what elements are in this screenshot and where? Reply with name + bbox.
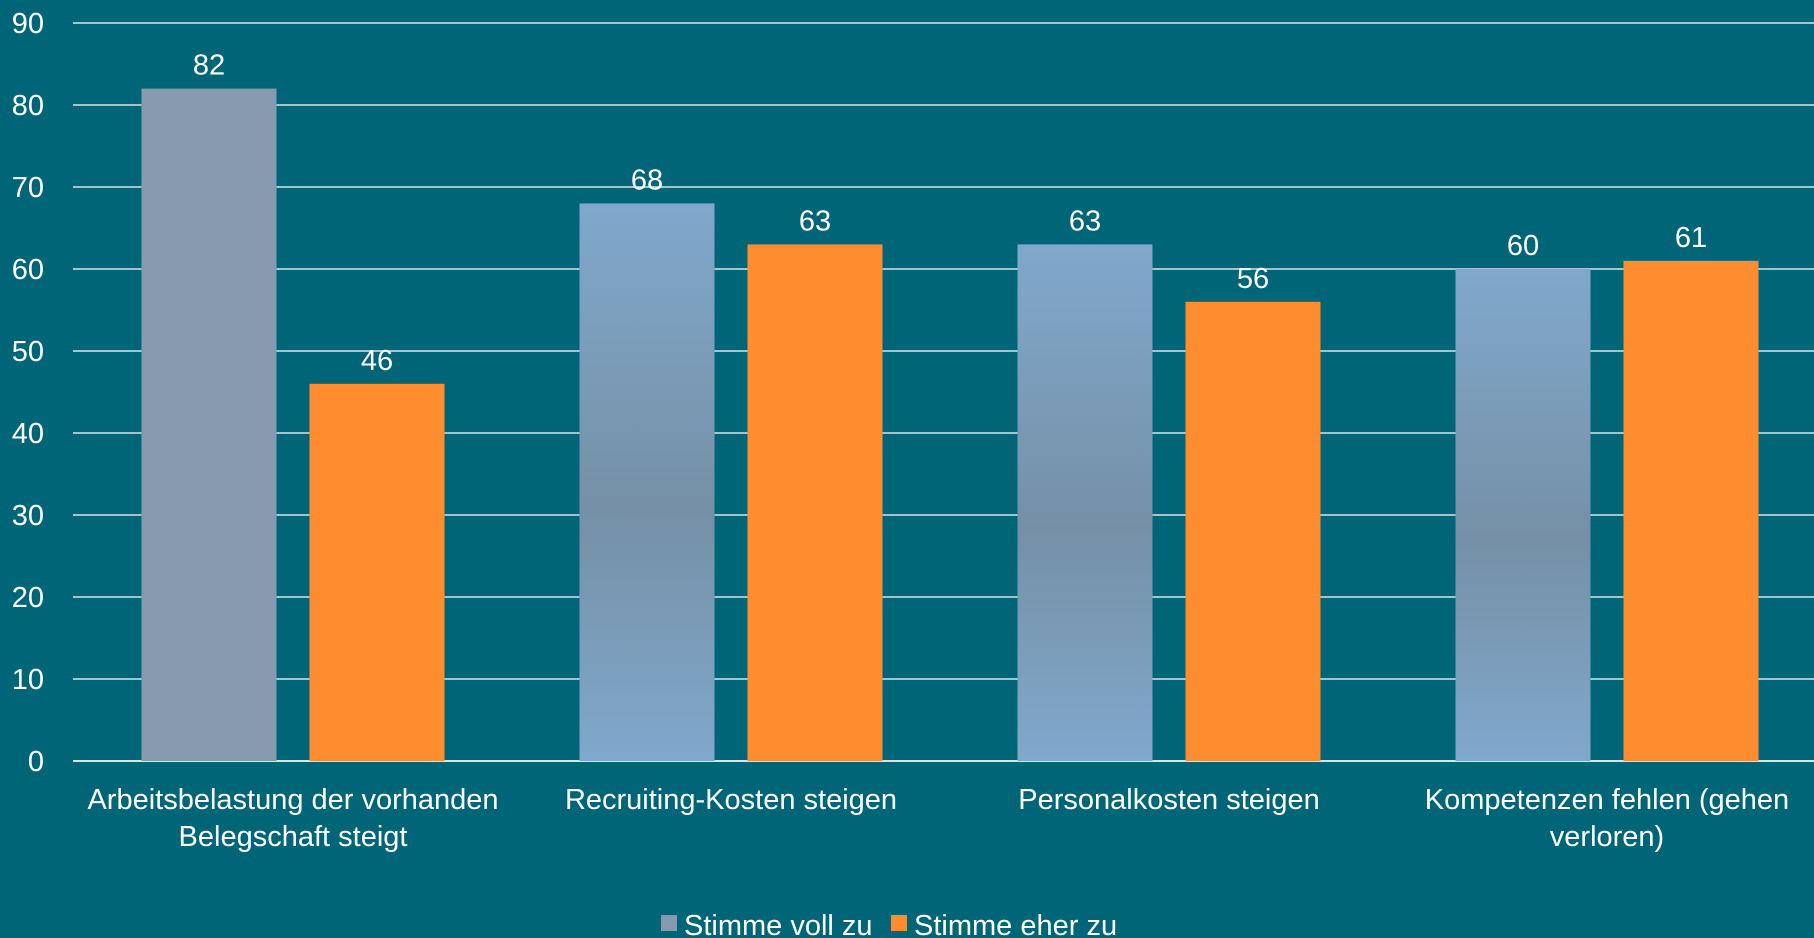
- bar-2-2: [747, 244, 883, 761]
- legend: Stimme voll zu Stimme eher zu: [661, 910, 1117, 938]
- y-tick-label-60: 60: [12, 254, 44, 286]
- y-tick-label-20: 20: [12, 582, 44, 614]
- value-label-2-1: 46: [361, 345, 393, 377]
- bar-1-4: [1455, 269, 1591, 761]
- y-tick-label-30: 30: [12, 500, 44, 532]
- x-axis-category-labels: Arbeitsbelastung der vorhanden Belegschaf…: [87, 784, 1789, 853]
- value-label-2-2: 63: [799, 205, 831, 237]
- y-tick-label-10: 10: [12, 664, 44, 696]
- value-label-1-4: 60: [1507, 230, 1539, 262]
- bars: [141, 88, 1759, 762]
- y-tick-label-50: 50: [12, 336, 44, 368]
- category-label-1-line-2: Belegschaft steigt: [179, 821, 408, 853]
- legend-label-stimme-voll-zu: Stimme voll zu: [684, 910, 873, 938]
- bar-2-1: [309, 383, 445, 761]
- y-tick-label-90: 90: [12, 8, 44, 40]
- bar-1-2: [579, 203, 715, 761]
- bar-1-1: [141, 88, 277, 762]
- category-label-2-line-1: Recruiting-Kosten steigen: [565, 784, 897, 816]
- value-label-1-3: 63: [1069, 205, 1101, 237]
- bar-2-3: [1185, 301, 1321, 761]
- y-tick-label-70: 70: [12, 172, 44, 204]
- y-axis-tick-labels: 0 10 20 30 40 50 60 70 80 90: [12, 8, 44, 778]
- legend-swatch-stimme-eher-zu: [891, 915, 907, 931]
- bar-1-3: [1017, 244, 1153, 761]
- value-label-2-4: 61: [1675, 222, 1707, 254]
- category-label-4-line-1: Kompetenzen fehlen (gehen: [1425, 784, 1789, 816]
- y-tick-label-0: 0: [28, 746, 44, 778]
- legend-label-stimme-eher-zu: Stimme eher zu: [914, 910, 1117, 938]
- value-label-1-1: 82: [193, 50, 225, 82]
- bar-2-4: [1623, 260, 1759, 761]
- category-label-4-line-2: verloren): [1550, 821, 1664, 853]
- legend-swatch-stimme-voll-zu: [661, 915, 677, 931]
- y-tick-label-40: 40: [12, 418, 44, 450]
- category-label-3-line-1: Personalkosten steigen: [1018, 784, 1319, 816]
- category-label-1-line-1: Arbeitsbelastung der vorhanden: [87, 784, 498, 816]
- value-label-2-3: 56: [1237, 263, 1269, 295]
- y-tick-label-80: 80: [12, 90, 44, 122]
- value-labels: 82 46 68 63 63 56 60 61: [193, 50, 1707, 377]
- value-label-1-2: 68: [631, 164, 663, 196]
